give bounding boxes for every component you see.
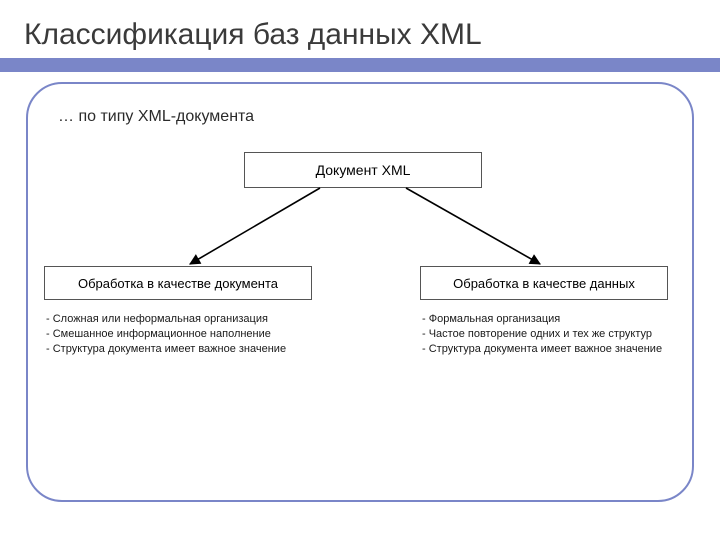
page-title: Классификация баз данных XML bbox=[24, 18, 482, 52]
bullets-left: - Сложная или неформальная организация- … bbox=[46, 312, 366, 357]
tree-root-node: Документ XML bbox=[244, 152, 482, 188]
header-band bbox=[0, 58, 720, 72]
tree-left-node: Обработка в качестве документа bbox=[44, 266, 312, 300]
bullet-line: - Сложная или неформальная организация bbox=[46, 312, 366, 327]
bullet-line: - Формальная организация bbox=[422, 312, 712, 327]
bullet-line: - Структура документа имеет важное значе… bbox=[422, 342, 712, 357]
bullets-right: - Формальная организация- Частое повторе… bbox=[422, 312, 712, 357]
tree-root-label: Документ XML bbox=[316, 162, 411, 178]
bullet-line: - Частое повторение одних и тех же струк… bbox=[422, 327, 712, 342]
tree-right-label: Обработка в качестве данных bbox=[453, 276, 635, 291]
tree-left-label: Обработка в качестве документа bbox=[78, 276, 278, 291]
bullet-line: - Структура документа имеет важное значе… bbox=[46, 342, 366, 357]
bullet-line: - Смешанное информационное наполнение bbox=[46, 327, 366, 342]
subtitle: … по типу XML-документа bbox=[58, 108, 254, 126]
tree-right-node: Обработка в качестве данных bbox=[420, 266, 668, 300]
